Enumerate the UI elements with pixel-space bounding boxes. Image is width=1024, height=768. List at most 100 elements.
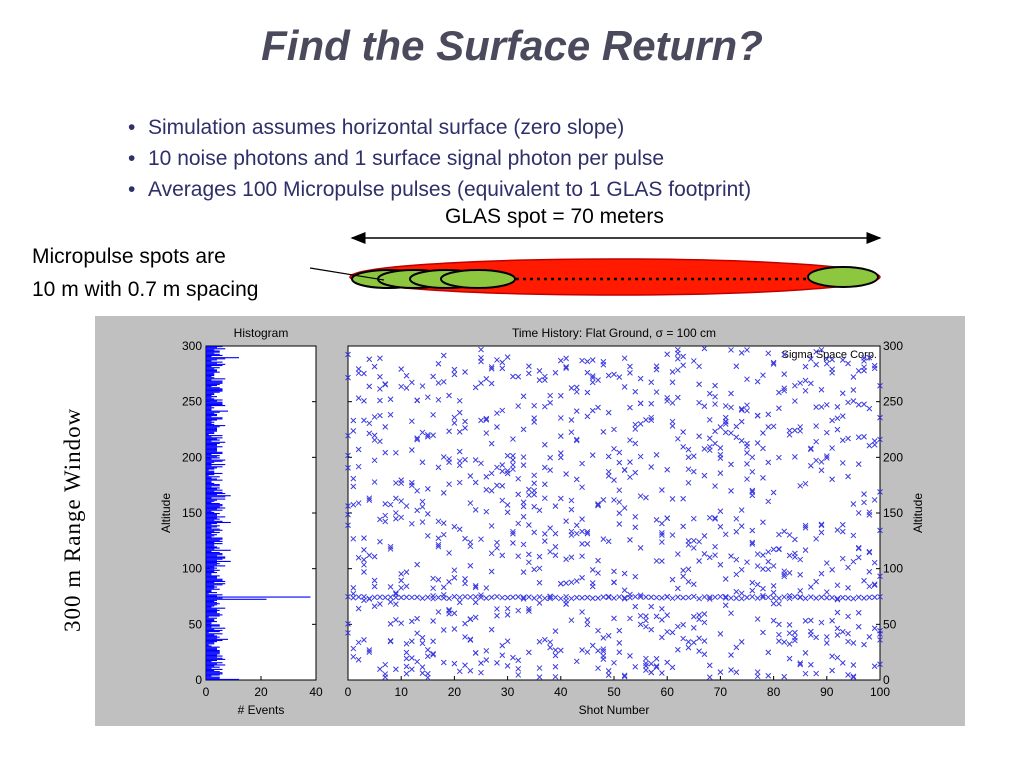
signal-photon-marker [451,593,458,600]
signal-photon-marker [744,594,750,601]
micropulse-label-line: Micropulse spots are [32,245,226,268]
noise-photon-marker [839,390,846,397]
noise-photon-marker [371,432,378,439]
noise-photon-marker [781,385,788,392]
noise-photon-marker [659,532,665,538]
noise-photon-marker [605,668,612,674]
histogram-bar [206,565,226,567]
noise-photon-marker [573,522,580,529]
noise-photon-marker [424,653,431,660]
histogram-bar [206,554,223,556]
noise-photon-marker [424,532,431,539]
histogram-bar [206,629,223,632]
histogram-bar [206,537,223,539]
histogram-bar [206,516,226,518]
noise-photon-marker [488,626,495,633]
noise-photon-marker [414,615,421,622]
noise-photon-marker [829,653,835,660]
scatter-ytick-label: 100 [883,562,903,576]
noise-photon-marker [728,610,734,617]
noise-photon-marker [547,525,554,532]
noise-photon-marker [515,520,522,527]
histogram-bar [206,450,217,452]
noise-photon-marker [776,454,782,461]
noise-photon-marker [419,383,426,389]
signal-photon-marker [669,595,676,602]
noise-photon-marker [701,532,708,539]
noise-photon-marker [770,617,777,624]
noise-photon-marker [398,577,405,584]
bullet-item: • Averages 100 Micropulse pulses (equival… [128,174,751,205]
noise-photon-marker [408,447,415,453]
noise-photon-marker [685,541,692,548]
histogram-bar [206,410,228,412]
histogram-bar [206,384,217,387]
noise-photon-marker [706,596,713,602]
noise-photon-marker [786,427,793,434]
noise-photon-marker [552,673,559,680]
noise-photon-marker [760,566,766,572]
noise-photon-marker [350,645,357,652]
noise-photon-marker [712,440,718,447]
noise-photon-marker [850,673,857,680]
noise-photon-marker [361,417,367,424]
noise-photon-marker [419,640,426,647]
noise-photon-marker [504,470,511,477]
noise-photon-marker [776,531,782,538]
histogram-bar [206,394,212,397]
noise-photon-marker [807,356,814,362]
noise-photon-marker [350,428,357,434]
noise-photon-marker [568,497,575,504]
noise-photon-marker [637,545,644,551]
noise-photon-marker [637,421,644,427]
bullet-glyph: • [128,178,136,201]
noise-photon-marker [807,380,814,387]
noise-photon-marker [345,621,351,627]
bullet-glyph: • [128,147,136,170]
noise-photon-marker [361,637,367,643]
micropulse-spot [807,266,879,288]
noise-photon-marker [627,370,633,376]
noise-photon-marker [408,638,415,645]
noise-photon-marker [366,383,373,390]
noise-photon-marker [403,503,410,509]
noise-photon-marker [866,583,873,590]
noise-photon-marker [760,445,766,452]
histogram-bar [206,511,215,513]
histogram-bar [206,578,223,580]
noise-photon-marker [456,479,463,486]
noise-photon-marker [515,491,522,498]
noise-photon-marker [632,388,639,395]
noise-photon-marker [786,431,793,438]
noise-photon-marker [807,446,814,453]
bullet-list: • Simulation assumes horizontal surface (… [128,112,751,205]
noise-photon-marker [414,397,421,404]
noise-photon-marker [717,669,724,676]
noise-photon-marker [669,400,676,406]
noise-photon-marker [776,631,782,638]
histogram-bar [206,607,226,609]
histogram-bar [206,530,215,532]
noise-photon-marker [669,532,676,538]
noise-photon-marker [456,429,463,435]
histogram-bar [206,501,212,503]
noise-photon-marker [462,425,468,431]
noise-photon-marker [839,628,846,635]
histogram-bar [206,610,217,613]
histogram-bar [206,625,220,627]
noise-photon-marker [611,615,617,622]
signal-photon-marker [552,594,559,601]
noise-photon-marker [504,605,511,612]
noise-photon-marker [829,356,835,363]
noise-photon-marker [462,369,468,375]
noise-photon-marker [462,418,468,425]
noise-photon-marker [419,498,426,505]
histogram-bar [206,431,215,433]
histogram-bar [206,668,223,670]
histogram-bar [206,674,220,676]
noise-photon-marker [802,387,809,394]
noise-photon-marker [472,584,479,591]
noise-photon-marker [744,450,750,456]
noise-photon-marker [377,397,383,404]
noise-photon-marker [573,408,580,414]
